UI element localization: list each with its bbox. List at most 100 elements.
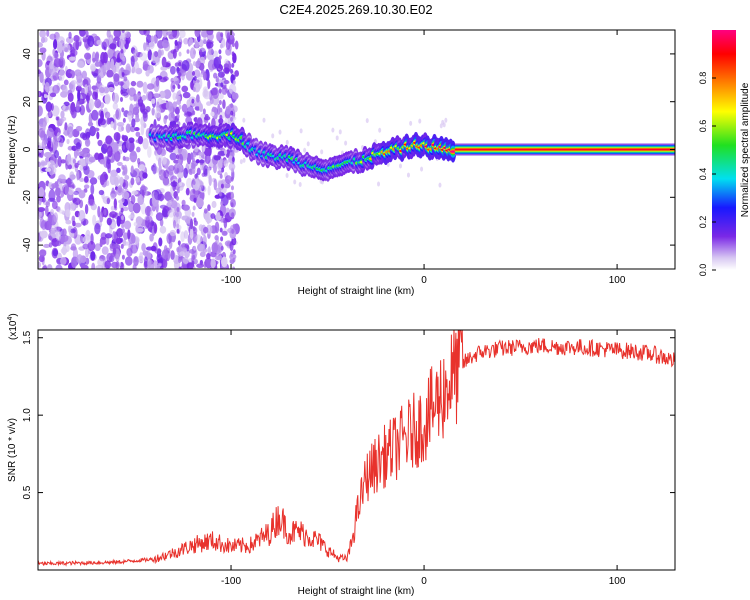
noise-speckle: [139, 164, 146, 172]
noise-speckle: [210, 111, 215, 117]
noise-speckle: [170, 181, 178, 188]
noise-speckle: [168, 112, 176, 122]
noise-speckle: [67, 126, 74, 138]
noise-speckle: [76, 170, 80, 181]
noise-speckle: [87, 198, 96, 207]
noise-speckle: [203, 35, 207, 44]
noise-column-dot: [120, 237, 124, 243]
noise-column-dot: [219, 227, 223, 233]
noise-speckle: [161, 249, 169, 260]
noise-column-dot: [176, 223, 180, 229]
noise-speckle: [116, 57, 121, 63]
noise-speckle: [79, 132, 86, 139]
noise-speckle: [109, 43, 117, 50]
noise-speckle: [94, 52, 99, 62]
noise-column-dot: [220, 245, 224, 251]
noise-speckle: [163, 76, 169, 81]
noise-speckle: [92, 91, 98, 100]
noise-speckle: [57, 42, 63, 54]
noise-column-dot: [232, 249, 236, 255]
noise-speckle: [48, 163, 54, 176]
noise-speckle: [203, 208, 208, 214]
noise-speckle: [162, 156, 167, 165]
noise-speckle: [125, 139, 131, 150]
noise-speckle: [68, 56, 77, 61]
noise-speckle: [186, 152, 192, 165]
noise-speckle: [112, 102, 118, 110]
noise-column-dot: [219, 173, 223, 179]
noise-column-dot: [218, 64, 222, 70]
noise-speckle: [72, 220, 76, 227]
noise-column-dot: [194, 117, 198, 123]
noise-speckle: [303, 147, 307, 153]
noise-column-dot: [220, 82, 224, 88]
noise-speckle: [188, 37, 194, 46]
noise-speckle: [89, 177, 98, 185]
noise-speckle: [161, 208, 168, 218]
noise-speckle: [121, 191, 130, 200]
noise-speckle: [133, 49, 139, 58]
noise-speckle: [90, 183, 95, 196]
noise-speckle: [365, 118, 369, 124]
noise-column-dot: [219, 211, 223, 217]
noise-speckle: [45, 156, 50, 163]
noise-speckle: [87, 35, 95, 48]
noise-column-dot: [232, 79, 236, 85]
noise-column-dot: [220, 32, 224, 38]
noise-speckle: [38, 90, 41, 98]
noise-speckle: [185, 177, 193, 189]
noise-speckle: [125, 256, 133, 266]
noise-speckle: [75, 125, 83, 132]
noise-speckle: [203, 91, 211, 100]
noise-speckle: [202, 234, 207, 246]
noise-speckle: [128, 87, 136, 97]
noise-speckle: [70, 243, 77, 251]
noise-column-dot: [231, 157, 235, 163]
noise-speckle: [116, 122, 125, 127]
noise-column-dot: [120, 243, 124, 249]
noise-column-dot: [176, 206, 180, 212]
noise-speckle: [159, 90, 166, 99]
noise-speckle: [155, 212, 164, 221]
noise-speckle: [104, 93, 111, 105]
noise-speckle: [76, 254, 83, 264]
noise-speckle: [145, 69, 150, 77]
noise-speckle: [57, 156, 62, 168]
noise-speckle: [228, 31, 235, 38]
noise-speckle: [137, 135, 144, 145]
noise-speckle: [199, 103, 203, 113]
noise-speckle: [116, 161, 123, 166]
noise-speckle: [75, 100, 80, 112]
noise-speckle: [99, 159, 106, 165]
noise-speckle: [196, 167, 201, 176]
noise-speckle: [444, 117, 448, 123]
noise-speckle: [99, 174, 105, 186]
noise-column-dot: [122, 39, 126, 45]
noise-column-dot: [121, 126, 125, 132]
noise-speckle: [157, 258, 164, 264]
noise-speckle: [70, 228, 76, 234]
noise-speckle: [38, 207, 46, 213]
noise-speckle: [63, 79, 69, 86]
noise-speckle: [206, 101, 212, 106]
noise-speckle: [66, 154, 72, 166]
noise-speckle: [53, 38, 58, 50]
noise-speckle: [67, 92, 74, 103]
noise-speckle: [76, 60, 85, 68]
noise-column-dot: [232, 239, 236, 245]
noise-speckle: [69, 174, 76, 180]
spectrogram-y-label: Frequency (Hz): [7, 116, 18, 185]
noise-speckle: [105, 236, 110, 246]
noise-speckle: [125, 123, 131, 134]
noise-speckle: [38, 42, 43, 48]
noise-column-dot: [178, 37, 182, 43]
noise-column-dot: [122, 182, 126, 188]
noise-speckle: [150, 245, 157, 252]
noise-column-dot: [191, 157, 195, 163]
noise-speckle: [83, 175, 89, 183]
noise-speckle: [106, 117, 111, 125]
noise-speckle: [67, 164, 73, 170]
noise-column-dot: [230, 68, 234, 74]
noise-speckle: [130, 177, 135, 186]
colorbar-tick-label: 0.0: [698, 264, 708, 277]
